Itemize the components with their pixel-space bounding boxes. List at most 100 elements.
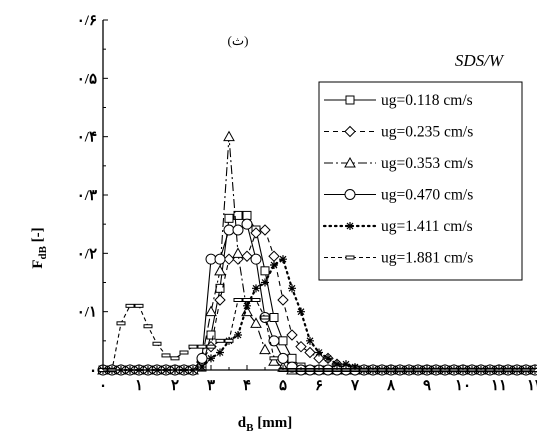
data-point — [152, 341, 162, 346]
legend-marker — [344, 189, 356, 200]
data-point — [125, 303, 135, 308]
y-tick-label: ۰/۴ — [77, 130, 97, 146]
x-tick-label: ۱۰ — [455, 378, 471, 394]
data-point — [269, 356, 279, 361]
data-point — [196, 352, 208, 364]
legend-item: ug=1.881 cm/s — [324, 250, 473, 267]
data-point — [243, 301, 251, 310]
data-point — [197, 344, 207, 349]
data-point — [342, 360, 350, 369]
panel-label: (ث) — [228, 33, 249, 48]
data-point — [232, 247, 244, 258]
legend-item: ug=1.411 cm/s — [322, 218, 473, 235]
y-tick-label: ۰/۳ — [77, 188, 97, 204]
x-tick-label: ۹ — [423, 378, 431, 394]
x-tick-label: ۶ — [315, 378, 323, 394]
data-point — [216, 348, 224, 357]
data-point — [286, 329, 298, 341]
x-axis-title-sub: B — [246, 422, 254, 434]
y-tick-label: ۰/۲ — [77, 246, 97, 262]
x-tick-label: ۸ — [386, 378, 396, 394]
data-point — [268, 335, 280, 347]
y-tick-label: ۰/۱ — [77, 305, 97, 321]
legend-marker — [345, 95, 355, 105]
legend-label: ug=0.118 cm/s — [381, 92, 473, 109]
legend-item: ug=0.235 cm/s — [324, 124, 473, 141]
data-point — [242, 298, 252, 302]
data-point — [234, 331, 242, 339]
data-point — [295, 340, 307, 353]
data-point — [250, 253, 262, 265]
legend-marker — [346, 222, 354, 230]
data-point — [270, 261, 278, 269]
legend-item: ug=0.353 cm/s — [324, 155, 473, 172]
data-point — [260, 315, 270, 320]
data-point — [277, 352, 289, 364]
data-point — [223, 130, 235, 142]
legend-box — [318, 81, 523, 281]
data-point — [116, 321, 126, 326]
data-point — [278, 336, 288, 346]
x-axis-title: dB [mm] — [238, 415, 292, 434]
data-point — [241, 250, 253, 262]
data-point — [188, 344, 198, 349]
data-point — [259, 343, 271, 355]
data-point — [259, 224, 271, 236]
legend-label: ug=1.411 cm/s — [381, 218, 473, 235]
data-point — [214, 294, 226, 306]
data-point — [306, 336, 314, 345]
x-tick-label: ۱۱ — [491, 378, 507, 394]
x-axis-title-main: d — [238, 415, 247, 431]
data-point — [279, 255, 287, 264]
legend-label: ug=0.353 cm/s — [381, 155, 473, 172]
data-point — [297, 307, 305, 316]
data-point — [205, 305, 217, 317]
data-point — [214, 264, 226, 276]
data-point — [207, 354, 215, 363]
data-point — [288, 284, 296, 293]
x-tick-label: ۱۲ — [527, 378, 537, 394]
data-point — [242, 210, 252, 220]
y-axis-title-unit: [-] — [30, 227, 46, 246]
data-point — [233, 298, 243, 302]
data-point — [260, 266, 270, 276]
y-axis-title-main: F — [30, 260, 46, 269]
data-point — [324, 354, 332, 363]
legend-marker — [344, 156, 356, 168]
axis-layer: ۰۱۲۳۴۵۶۷۸۹۱۰۱۱۱۲۰۰/۱۰/۲۰/۳۰/۴۰/۵۰/۶ — [77, 13, 537, 394]
legend-marker — [344, 125, 356, 138]
data-point — [134, 303, 144, 308]
legend-item: ug=0.470 cm/s — [324, 187, 473, 204]
x-tick-label: ۲ — [171, 378, 179, 394]
data-point — [261, 278, 269, 287]
data-point — [252, 284, 260, 293]
x-axis-title-unit: [mm] — [253, 415, 292, 431]
x-tick-label: ۷ — [350, 378, 360, 394]
legend-item: ug=0.118 cm/s — [324, 92, 473, 109]
data-point — [277, 294, 289, 306]
data-point — [250, 317, 262, 328]
legend: ug=0.118 cm/s ug=0.235 cm/s ug=0.353 cm/s u… — [318, 81, 523, 281]
data-point — [287, 353, 297, 363]
y-axis-title: FdB [-] — [30, 227, 49, 268]
data-point — [198, 363, 206, 372]
x-tick-label: ۱ — [135, 378, 143, 394]
data-point — [161, 353, 171, 358]
legend-marker — [345, 255, 355, 260]
data-point — [241, 218, 253, 230]
data-point — [206, 330, 216, 340]
data-point — [143, 324, 153, 329]
legend-label: ug=0.470 cm/s — [381, 187, 473, 204]
x-tick-label: ۰ — [99, 378, 107, 394]
data-point — [232, 224, 244, 236]
data-point — [315, 348, 323, 357]
data-point — [304, 346, 316, 359]
data-point — [215, 338, 225, 343]
data-point — [250, 227, 262, 239]
data-point — [268, 355, 280, 366]
data-point — [223, 253, 235, 265]
data-point — [224, 338, 234, 343]
x-tick-label: ۳ — [207, 378, 215, 394]
x-tick-label: ۵ — [279, 378, 287, 394]
data-point — [170, 356, 180, 361]
